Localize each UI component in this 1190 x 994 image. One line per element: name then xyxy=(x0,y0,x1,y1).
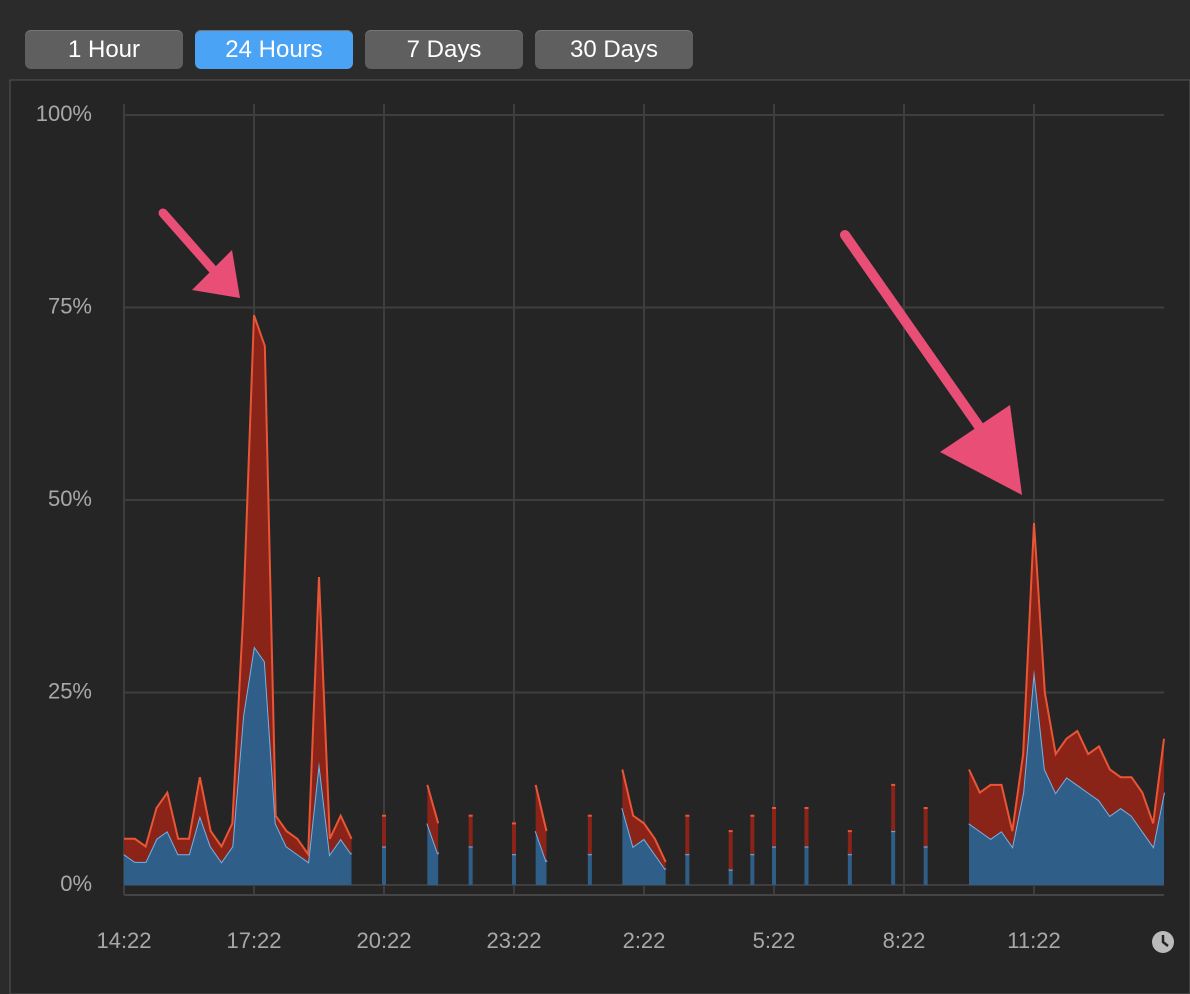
area-segment xyxy=(891,831,896,885)
area-line xyxy=(426,784,440,824)
area-segment xyxy=(622,808,666,885)
area-segment xyxy=(535,784,547,862)
annotation-arrow xyxy=(840,230,1022,495)
area-segment xyxy=(728,831,733,870)
area-line xyxy=(968,523,1165,832)
x-tick-label: 17:22 xyxy=(226,928,281,953)
x-tick-label: 2:22 xyxy=(623,928,666,953)
range-button[interactable]: 7 Days xyxy=(365,30,523,69)
area-segment xyxy=(587,815,592,855)
area-segment xyxy=(468,846,473,885)
area-segment xyxy=(772,846,776,885)
area-segment xyxy=(750,854,755,885)
range-button[interactable]: 1 Hour xyxy=(25,30,183,69)
area-segment xyxy=(804,846,809,885)
area-segment xyxy=(512,854,516,885)
x-tick-label: 11:22 xyxy=(1007,928,1060,953)
area-segment xyxy=(891,784,896,832)
annotation-arrow xyxy=(158,208,240,298)
area-segment xyxy=(535,831,547,885)
y-tick-label: 25% xyxy=(48,678,92,703)
area-segment xyxy=(847,831,852,855)
x-tick-label: 20:22 xyxy=(356,928,411,953)
area-segment xyxy=(468,815,473,847)
y-tick-label: 50% xyxy=(48,486,92,511)
area-segment xyxy=(382,846,386,885)
area-segment xyxy=(685,815,690,855)
area-line xyxy=(534,784,548,832)
area-segment xyxy=(923,846,928,885)
clock-icon xyxy=(1152,931,1174,953)
x-tick-label: 5:22 xyxy=(753,928,796,953)
range-button[interactable]: 24 Hours xyxy=(195,30,353,69)
area-segment xyxy=(804,808,809,847)
range-button[interactable]: 30 Days xyxy=(535,30,693,69)
x-tick-label: 8:22 xyxy=(883,928,926,953)
area-line xyxy=(621,769,667,863)
y-tick-label: 75% xyxy=(48,293,92,318)
area-segment xyxy=(923,808,928,847)
area-segment xyxy=(847,854,852,885)
area-segment xyxy=(427,784,439,855)
area-segment xyxy=(728,869,733,885)
area-segment xyxy=(750,815,755,855)
x-tick-label: 14:22 xyxy=(96,928,151,953)
area-segment xyxy=(969,523,1164,847)
area-segment xyxy=(382,815,386,847)
area-line xyxy=(124,314,353,858)
x-tick-label: 23:22 xyxy=(486,928,541,953)
area-segment xyxy=(587,854,592,885)
area-segment xyxy=(772,808,776,847)
area-segment xyxy=(622,769,666,870)
y-tick-label: 100% xyxy=(36,101,92,126)
area-segment xyxy=(512,823,516,855)
area-segment xyxy=(124,315,352,862)
area-segment xyxy=(427,823,439,885)
area-segment xyxy=(685,854,690,885)
y-tick-label: 0% xyxy=(60,871,92,896)
